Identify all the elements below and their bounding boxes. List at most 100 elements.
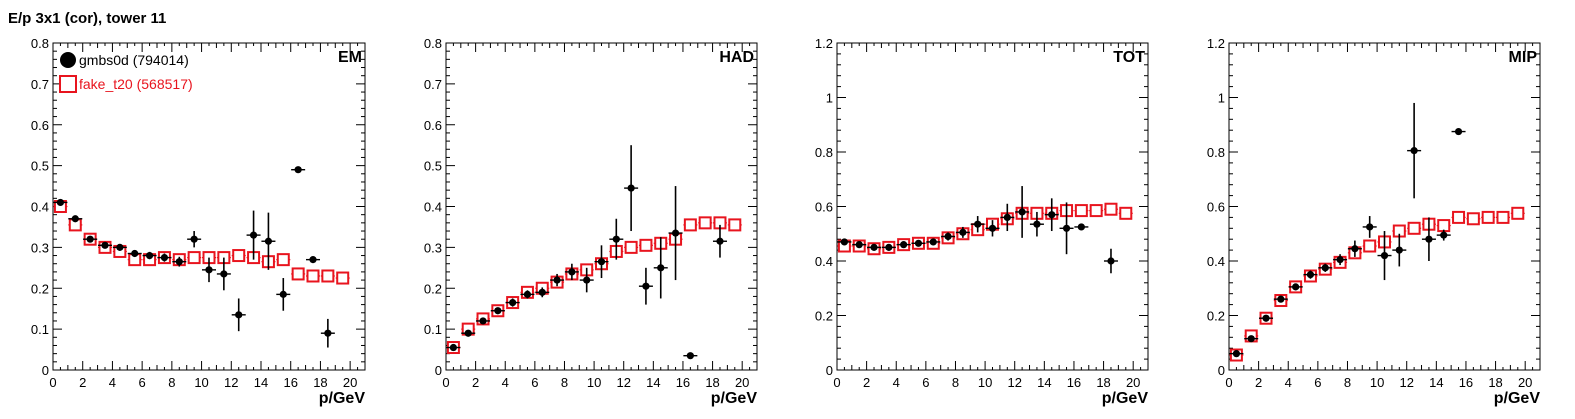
x-tick-label: 2 (472, 375, 479, 390)
legend-marker-circle (60, 52, 76, 68)
x-tick-label: 16 (676, 375, 690, 390)
x-axis-label: p/GeV (1494, 390, 1541, 407)
x-tick-label: 12 (224, 375, 238, 390)
data-point-gmbs0d (959, 228, 967, 236)
data-point-gmbs0d (1292, 283, 1300, 291)
data-point-gmbs0d (1018, 208, 1026, 216)
x-tick-label: 0 (833, 375, 840, 390)
data-point-reference (698, 216, 712, 230)
x-tick-label: 12 (1007, 375, 1021, 390)
data-point-reference (1481, 210, 1495, 224)
plot-frame (445, 42, 758, 371)
data-point-gmbs0d (145, 251, 154, 260)
data-point-gmbs0d (583, 276, 591, 284)
data-point-reference (1119, 206, 1133, 220)
data-point-gmbs0d (568, 268, 576, 276)
data-point-gmbs0d (101, 241, 109, 249)
data-point-gmbs0d (131, 249, 139, 258)
data-point-gmbs0d (1107, 257, 1115, 265)
data-point-gmbs0d (449, 343, 458, 352)
data-point-gmbs0d (538, 288, 546, 296)
data-point-reference (1407, 221, 1421, 235)
data-point-reference (232, 249, 246, 263)
data-point-gmbs0d (1277, 295, 1285, 303)
data-point-reference (306, 269, 320, 283)
data-point-gmbs0d (1262, 314, 1270, 322)
x-tick-label: 20 (1518, 375, 1532, 390)
x-tick-label: 20 (1126, 375, 1140, 390)
data-point-gmbs0d (900, 241, 908, 249)
panel-title: HAD (719, 49, 754, 66)
data-point-gmbs0d (1351, 245, 1359, 253)
x-tick-label: 6 (1314, 375, 1321, 390)
y-tick-label: 0.7 (424, 77, 442, 92)
data-point-gmbs0d (855, 241, 863, 249)
x-tick-label: 14 (254, 375, 268, 390)
data-point-gmbs0d (190, 235, 198, 243)
data-point-gmbs0d (914, 239, 923, 247)
data-point-gmbs0d (627, 184, 635, 192)
data-point-gmbs0d (279, 290, 287, 298)
y-tick-label: 0.2 (31, 281, 49, 296)
x-tick-label: 4 (893, 375, 900, 390)
data-point-gmbs0d (597, 258, 606, 266)
data-point-reference (728, 218, 742, 232)
data-point-reference (1363, 239, 1377, 253)
data-point-gmbs0d (479, 317, 487, 325)
data-point-gmbs0d (671, 229, 680, 237)
legend: gmbs0d (794014) fake_t20 (568517) (59, 52, 193, 93)
y-tick-label: 0 (1218, 363, 1225, 378)
data-point-gmbs0d (642, 282, 650, 290)
data-point-reference (1089, 204, 1103, 218)
x-tick-label: 2 (863, 375, 870, 390)
x-tick-label: 2 (79, 375, 86, 390)
x-tick-label: 6 (922, 375, 929, 390)
x-tick-label: 4 (502, 375, 509, 390)
legend-label: fake_t20 (568517) (79, 76, 193, 92)
y-tick-label: 1.2 (1207, 36, 1225, 51)
data-point-reference (291, 267, 305, 281)
data-point-gmbs0d (494, 307, 502, 315)
y-tick-label: 0.6 (31, 118, 49, 133)
plot-frame (52, 42, 366, 371)
data-point-gmbs0d (1033, 220, 1041, 228)
x-tick-label: 10 (587, 375, 601, 390)
y-tick-label: 0.1 (424, 322, 442, 337)
data-point-gmbs0d (175, 258, 183, 266)
y-tick-label: 1 (1218, 91, 1225, 106)
legend-label: gmbs0d (794014) (79, 52, 189, 68)
data-point-reference (321, 269, 335, 283)
y-tick-label: 0.2 (424, 281, 442, 296)
panel-title: EM (338, 49, 362, 66)
data-point-gmbs0d (205, 266, 213, 274)
x-tick-label: 14 (1037, 375, 1051, 390)
data-point-gmbs0d (553, 276, 561, 284)
y-tick-label: 0.6 (1207, 200, 1225, 215)
data-point-gmbs0d (1425, 235, 1433, 243)
x-axis-label: p/GeV (711, 390, 758, 407)
data-point-gmbs0d (1336, 256, 1344, 264)
data-point-gmbs0d (86, 235, 94, 243)
data-point-reference (1466, 212, 1480, 226)
y-tick-label: 0.8 (424, 36, 442, 51)
x-axis-label: p/GeV (1102, 390, 1149, 407)
data-point-reference (1452, 210, 1466, 224)
x-tick-label: 6 (139, 375, 146, 390)
data-point-gmbs0d (716, 237, 724, 245)
x-tick-label: 10 (978, 375, 992, 390)
data-point-gmbs0d (324, 329, 332, 337)
y-tick-label: 1.2 (815, 36, 833, 51)
data-point-gmbs0d (686, 352, 694, 360)
data-point-gmbs0d (160, 253, 169, 262)
y-tick-label: 0.3 (31, 240, 49, 255)
x-tick-label: 8 (1344, 375, 1351, 390)
legend-marker-square (59, 75, 77, 93)
x-tick-label: 8 (952, 375, 959, 390)
data-point-gmbs0d (249, 231, 258, 239)
data-point-reference (1511, 206, 1525, 220)
y-tick-label: 0.4 (1207, 254, 1225, 269)
chart-panel-tot: 0 2 4 6 8 10 12 14 16 18 20 0 0.2 0.4 0.6 0.8 1 1.2 TOT p/G… (815, 36, 1149, 407)
x-tick-label: 16 (283, 375, 297, 390)
chart-panel-em: 0 2 4 6 8 10 12 14 16 18 20 0 0.1 0.2 0.3 0.4 0.5 0.6 0.7 0… (31, 36, 366, 407)
x-axis-label: p/GeV (319, 390, 366, 407)
